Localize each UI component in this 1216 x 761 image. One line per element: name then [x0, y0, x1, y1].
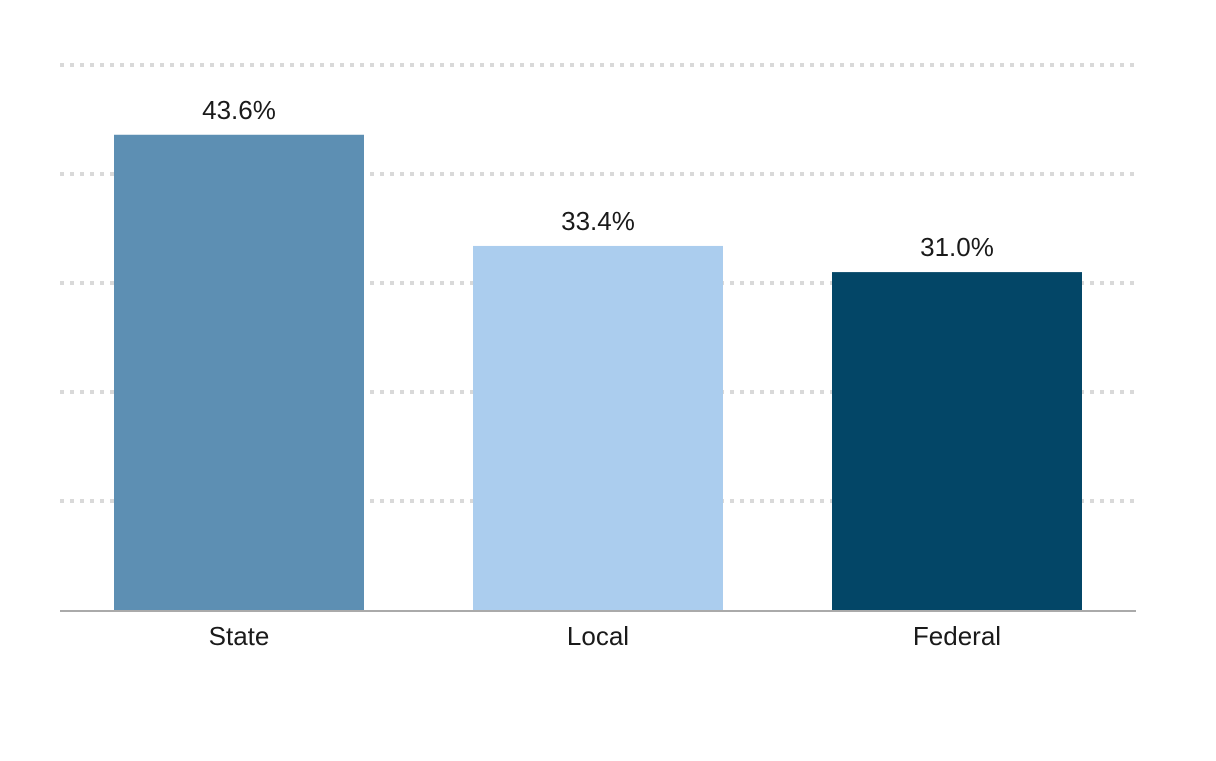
x-axis-tick-labels: State Local Federal: [209, 621, 1001, 651]
data-label-state: 43.6%: [202, 95, 276, 125]
data-label-local: 33.4%: [561, 206, 635, 236]
bar-local: [473, 245, 723, 610]
x-tick-label-state: State: [209, 621, 270, 651]
bars: [114, 134, 1082, 610]
bar-federal: [832, 272, 1082, 610]
x-tick-label-local: Local: [567, 621, 629, 651]
data-label-federal: 31.0%: [920, 232, 994, 262]
x-tick-label-federal: Federal: [913, 621, 1001, 651]
data-labels: 43.6% 33.4% 31.0%: [202, 95, 994, 262]
bar-state: [114, 134, 364, 610]
